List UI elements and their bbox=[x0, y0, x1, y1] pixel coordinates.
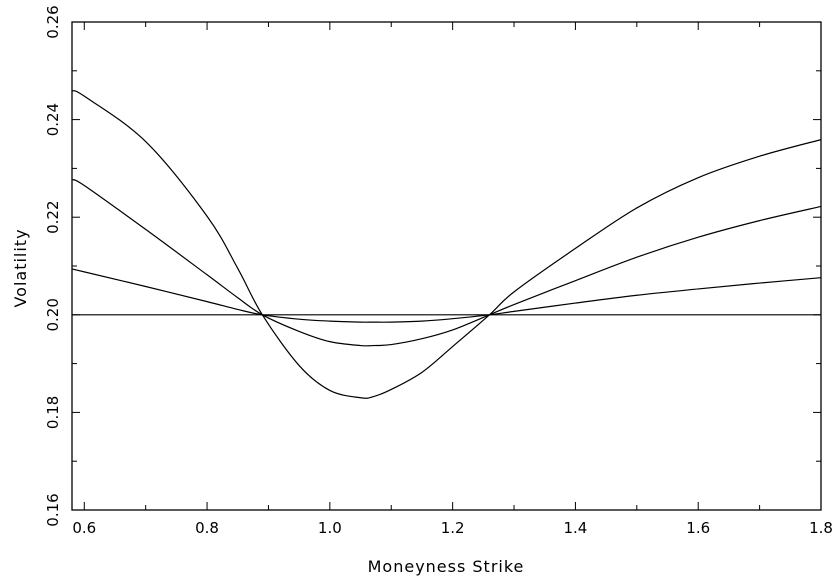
x-tick-label: 1.8 bbox=[809, 519, 833, 537]
x-tick-label: 0.6 bbox=[72, 519, 96, 537]
plot-frame bbox=[71, 21, 822, 511]
y-tick-label: 0.26 bbox=[44, 5, 62, 38]
tick-marks bbox=[72, 21, 822, 511]
y-tick-label: 0.16 bbox=[44, 493, 62, 526]
series-lines bbox=[71, 90, 822, 399]
y-tick-label: 0.20 bbox=[44, 298, 62, 331]
series-line-2 bbox=[71, 268, 822, 323]
y-tick-label: 0.18 bbox=[44, 396, 62, 429]
x-axis-title: Moneyness Strike bbox=[368, 557, 525, 576]
y-tick-labels: 0.16 0.18 0.20 0.22 0.24 0.26 bbox=[44, 5, 62, 526]
x-tick-label: 1.0 bbox=[318, 519, 342, 537]
series-line-4 bbox=[71, 90, 822, 399]
x-tick-label: 0.8 bbox=[195, 519, 219, 537]
series-line-3 bbox=[71, 179, 822, 347]
y-axis-title: Volatility bbox=[11, 228, 30, 307]
y-tick-label: 0.22 bbox=[44, 200, 62, 233]
x-tick-label: 1.4 bbox=[563, 519, 587, 537]
x-tick-label: 1.2 bbox=[441, 519, 465, 537]
x-tick-label: 1.6 bbox=[686, 519, 710, 537]
x-tick-labels: 0.6 0.8 1.0 1.2 1.4 1.6 1.8 bbox=[72, 519, 833, 537]
y-tick-label: 0.24 bbox=[44, 103, 62, 136]
